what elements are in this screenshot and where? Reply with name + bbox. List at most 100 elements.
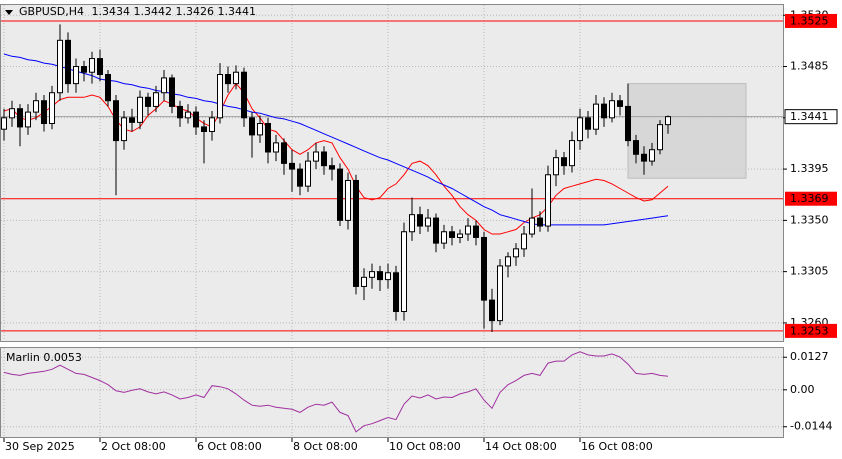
candle-body (649, 149, 655, 162)
y-tick-label: -0.0144 (790, 420, 832, 433)
plot-layer: 30 Sep 2025 2 Oct 08:00 6 Oct 08:00 8 Oct 0… (1, 5, 838, 453)
candle-body (81, 66, 87, 73)
candle-body (337, 168, 343, 221)
candle-body (65, 39, 71, 85)
candle-body (385, 272, 391, 281)
candle-body (57, 39, 63, 94)
level-label-box (785, 191, 837, 206)
candle-body (289, 162, 295, 170)
y-tick-label: 0.00 (790, 383, 815, 396)
candle-body (361, 276, 367, 287)
candle-body (409, 214, 415, 233)
candle-body (225, 74, 231, 85)
oscillator-panel (0, 347, 784, 438)
candle-body (137, 96, 143, 123)
candle-body (553, 157, 559, 176)
level-label: 1.3525 (790, 14, 829, 27)
x-tick-label: 8 Oct 08:00 (293, 440, 358, 453)
y-tick-label: 1.3350 (790, 213, 829, 226)
candle-body (313, 151, 319, 162)
candle-body (129, 117, 135, 123)
x-tick-label: 30 Sep 2025 (5, 440, 75, 453)
candle-body (249, 117, 255, 136)
oscillator-title: Marlin 0.0053 (6, 351, 82, 364)
last-low: 1.3426 (175, 5, 214, 18)
candle-body (97, 58, 103, 76)
y-tick-label: 1.3485 (790, 60, 829, 73)
candle-body (401, 231, 407, 313)
indicator-value: 0.0053 (43, 351, 82, 364)
candle-body (177, 105, 183, 119)
y-tick-label: 0.0127 (790, 350, 829, 363)
candle-body (161, 77, 167, 94)
candle-body (529, 217, 535, 235)
candle-body (153, 92, 159, 107)
candle-body (305, 160, 311, 187)
candle-body (273, 142, 279, 153)
candle-body (345, 179, 351, 221)
y-tick-label: 1.3395 (790, 162, 829, 175)
candle-body (217, 74, 223, 119)
candle-body (17, 108, 23, 128)
candle-body (209, 117, 215, 132)
candle-body (641, 153, 647, 162)
level-label-box (785, 13, 837, 28)
candle-body (369, 271, 375, 278)
candle-body (321, 151, 327, 167)
indicator-line (3, 351, 669, 433)
candle-body (265, 123, 271, 153)
candle-body (353, 179, 359, 287)
level-label-box (785, 323, 837, 338)
last-open: 1.3434 (91, 5, 130, 18)
candle-body (441, 231, 447, 244)
candle-body (585, 117, 591, 130)
candle-body (433, 217, 439, 244)
candle-body (145, 96, 151, 107)
level-label: 1.3369 (790, 192, 829, 205)
candle-body (521, 233, 527, 250)
candle-body (577, 117, 583, 142)
candle-body (89, 58, 95, 73)
candle-body (561, 157, 567, 167)
candle-body (1, 117, 7, 130)
candle-body (449, 231, 455, 238)
candle-body (457, 233, 463, 238)
last-price-label: 1.3441 (790, 110, 829, 123)
last-price-box (784, 109, 838, 125)
candle-body (601, 103, 607, 119)
candle-body (281, 142, 287, 164)
candle-body (593, 103, 599, 130)
menu-triangle (5, 10, 13, 15)
candle-body (537, 217, 543, 227)
indicator-name: Marlin (6, 351, 40, 364)
candle-body (185, 111, 191, 119)
candle-body (241, 71, 247, 119)
last-high: 1.3442 (133, 5, 172, 18)
candle-body (9, 108, 15, 119)
candle-body (121, 117, 127, 142)
candle-body (377, 271, 383, 281)
x-tick-label: 10 Oct 08:00 (389, 440, 461, 453)
candle-body (465, 225, 471, 235)
candle-body (657, 124, 663, 151)
candle-body (489, 299, 495, 322)
candle-body (481, 236, 487, 301)
candle-body (417, 214, 423, 227)
candle-body (169, 77, 175, 107)
candle-body (33, 100, 39, 113)
candle-body (49, 92, 55, 125)
candle-body (297, 168, 303, 187)
candle-body (609, 100, 615, 119)
candle-body (73, 66, 79, 85)
candle-body (505, 256, 511, 267)
candle-body (41, 100, 47, 125)
chart-title: GBPUSD,H4 1.3434 1.3442 1.3426 1.3441 (19, 5, 256, 18)
indicator-line (3, 53, 669, 226)
candle-body (201, 126, 207, 132)
candle-body (513, 248, 519, 258)
x-tick-label: 14 Oct 08:00 (485, 440, 557, 453)
x-tick-label: 6 Oct 08:00 (197, 440, 262, 453)
candle-body (193, 111, 199, 128)
last-close: 1.3441 (217, 5, 256, 18)
